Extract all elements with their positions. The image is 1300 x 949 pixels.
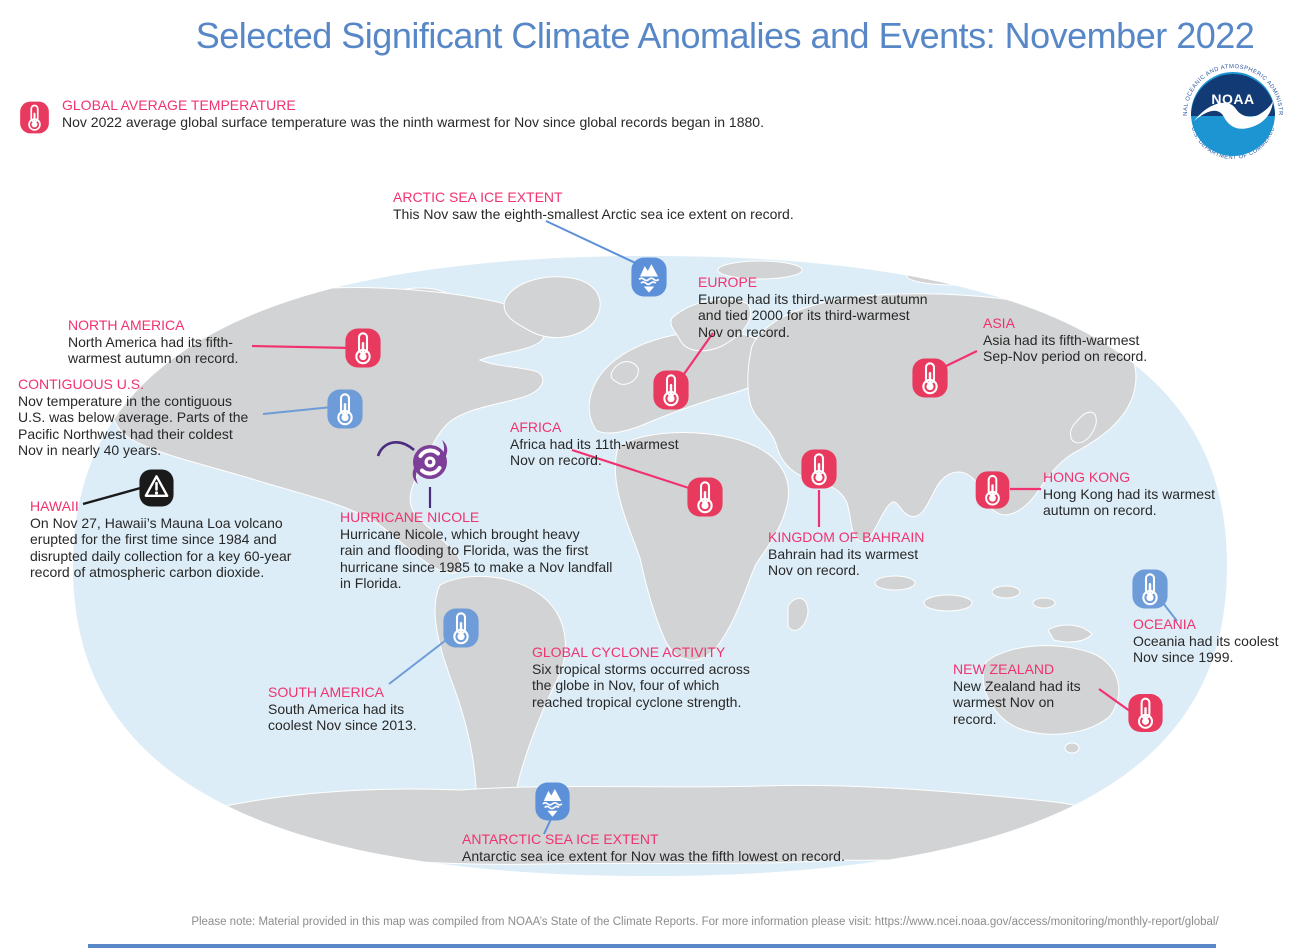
annotation-body: Nov 2022 average global surface temperat… xyxy=(62,113,764,130)
annotation-africa: AFRICA Africa had its 11th-warmest Nov o… xyxy=(510,419,679,469)
leader-line-new-zealand xyxy=(1098,688,1135,715)
thermometer-warm-icon xyxy=(1127,692,1164,734)
annotation-heading: SOUTH AMERICA xyxy=(268,684,384,700)
annotation-heading: GLOBAL CYCLONE ACTIVITY xyxy=(532,644,726,660)
iceberg-icon xyxy=(534,781,571,822)
annotation-heading: KINGDOM OF BAHRAIN xyxy=(768,529,925,545)
annotation-heading: AFRICA xyxy=(510,419,562,435)
annotation-body: Six tropical storms occurred across the … xyxy=(532,660,750,710)
annotation-heading: HONG KONG xyxy=(1043,469,1131,485)
annotation-heading: HAWAII xyxy=(30,498,79,514)
annotation-body: Africa had its 11th-warmest Nov on recor… xyxy=(510,435,679,469)
annotation-heading: ASIA xyxy=(983,315,1015,331)
iceberg-icon xyxy=(630,256,668,298)
annotation-body: South America had its coolest Nov since … xyxy=(268,700,417,734)
annotation-global-average-temperature: GLOBAL AVERAGE TEMPERATURE Nov 2022 aver… xyxy=(62,97,764,130)
annotation-heading: EUROPE xyxy=(698,274,758,290)
annotation-body: Europe had its third-warmest autumn and … xyxy=(698,290,928,340)
annotation-heading: ARCTIC SEA ICE EXTENT xyxy=(393,189,563,205)
page-title: Selected Significant Climate Anomalies a… xyxy=(195,15,1255,56)
leader-line-hawaii xyxy=(82,485,145,506)
thermometer-warm-icon xyxy=(974,470,1011,510)
annotation-arctic-sea-ice: ARCTIC SEA ICE EXTENT This Nov saw the e… xyxy=(393,189,794,222)
thermometer-warm-icon xyxy=(652,369,690,411)
thermometer-cool-icon xyxy=(1131,568,1169,610)
thermometer-warm-icon xyxy=(19,96,50,139)
annotation-asia: ASIA Asia had its fifth-warmest Sep-Nov … xyxy=(983,315,1147,365)
annotation-body: North America had its fifth- warmest aut… xyxy=(68,333,239,367)
leader-line-oceania xyxy=(1162,602,1178,622)
annotation-heading: HURRICANE NICOLE xyxy=(340,509,480,525)
thermometer-warm-icon xyxy=(344,327,382,369)
annotation-contiguous-us: CONTIGUOUS U.S. Nov temperature in the c… xyxy=(18,376,248,459)
hurricane-icon xyxy=(404,436,456,488)
annotation-heading: ANTARCTIC SEA ICE EXTENT xyxy=(462,831,659,847)
annotation-body: Oceania had its coolest Nov since 1999. xyxy=(1133,632,1279,666)
logo-seagull xyxy=(1194,101,1273,129)
annotation-body: Antarctic sea ice extent for Nov was the… xyxy=(462,847,845,864)
thermometer-warm-icon xyxy=(686,476,724,518)
annotation-global-cyclone-activity: GLOBAL CYCLONE ACTIVITY Six tropical sto… xyxy=(532,644,750,710)
annotation-heading: NEW ZEALAND xyxy=(953,661,1055,677)
leader-line-contiguous-us xyxy=(262,406,333,415)
annotation-antarctic-sea-ice: ANTARCTIC SEA ICE EXTENT Antarctic sea i… xyxy=(462,831,845,864)
leader-line-antarctic xyxy=(543,818,552,835)
annotation-oceania: OCEANIA Oceania had its coolest Nov sinc… xyxy=(1133,616,1279,666)
leader-line-south-america xyxy=(388,636,451,685)
thermometer-cool-icon xyxy=(442,607,480,649)
annotation-body: Nov temperature in the contiguous U.S. w… xyxy=(18,392,249,459)
thermometer-warm-icon xyxy=(800,448,838,490)
logo-acronym: NOAA xyxy=(1211,91,1254,107)
footer-note: Please note: Material provided in this m… xyxy=(191,916,1219,928)
leader-line-asia xyxy=(943,350,978,368)
annotation-new-zealand: NEW ZEALAND New Zealand had its warmest … xyxy=(953,661,1081,727)
annotation-hawaii: HAWAII On Nov 27, Hawaii’s Mauna Loa vol… xyxy=(30,498,291,581)
annotation-europe: EUROPE Europe had its third-warmest autu… xyxy=(698,274,928,340)
annotation-heading: OCEANIA xyxy=(1133,616,1197,632)
annotation-kingdom-of-bahrain: KINGDOM OF BAHRAIN Bahrain had its warme… xyxy=(768,529,924,579)
leader-line-africa xyxy=(571,448,693,491)
annotation-body: Hong Kong had its warmest autumn on reco… xyxy=(1043,485,1215,519)
bottom-accent-bar xyxy=(88,944,1216,948)
leader-line-north-america xyxy=(251,344,353,350)
annotation-body: Hurricane Nicole, which brought heavy ra… xyxy=(340,525,613,592)
annotation-heading: NORTH AMERICA xyxy=(68,317,185,333)
annotation-body: Asia had its fifth-warmest Sep-Nov perio… xyxy=(983,331,1148,365)
annotation-heading: CONTIGUOUS U.S. xyxy=(18,376,145,392)
annotation-south-america: SOUTH AMERICA South America had its cool… xyxy=(268,684,417,734)
annotation-north-america: NORTH AMERICA North America had its fift… xyxy=(68,317,238,367)
annotation-hurricane-nicole: HURRICANE NICOLE Hurricane Nicole, which… xyxy=(340,509,612,592)
annotation-heading: GLOBAL AVERAGE TEMPERATURE xyxy=(62,97,296,113)
annotation-body: New Zealand had its warmest Nov on recor… xyxy=(953,677,1081,727)
leader-line-arctic xyxy=(545,220,645,268)
leader-line-hurricane-curve xyxy=(376,441,415,457)
annotation-body: On Nov 27, Hawaii’s Mauna Loa volcano er… xyxy=(30,514,292,581)
annotation-hong-kong: HONG KONG Hong Kong had its warmest autu… xyxy=(1043,469,1215,519)
thermometer-cool-icon xyxy=(326,388,364,430)
annotation-body: Bahrain had its warmest Nov on record. xyxy=(768,545,919,579)
thermometer-warm-icon xyxy=(911,357,949,399)
annotation-body: This Nov saw the eighth-smallest Arctic … xyxy=(393,205,794,222)
noaa-logo: NATIONAL OCEANIC AND ATMOSPHERIC ADMINIS… xyxy=(1178,59,1287,168)
leader-line-europe xyxy=(683,332,714,375)
